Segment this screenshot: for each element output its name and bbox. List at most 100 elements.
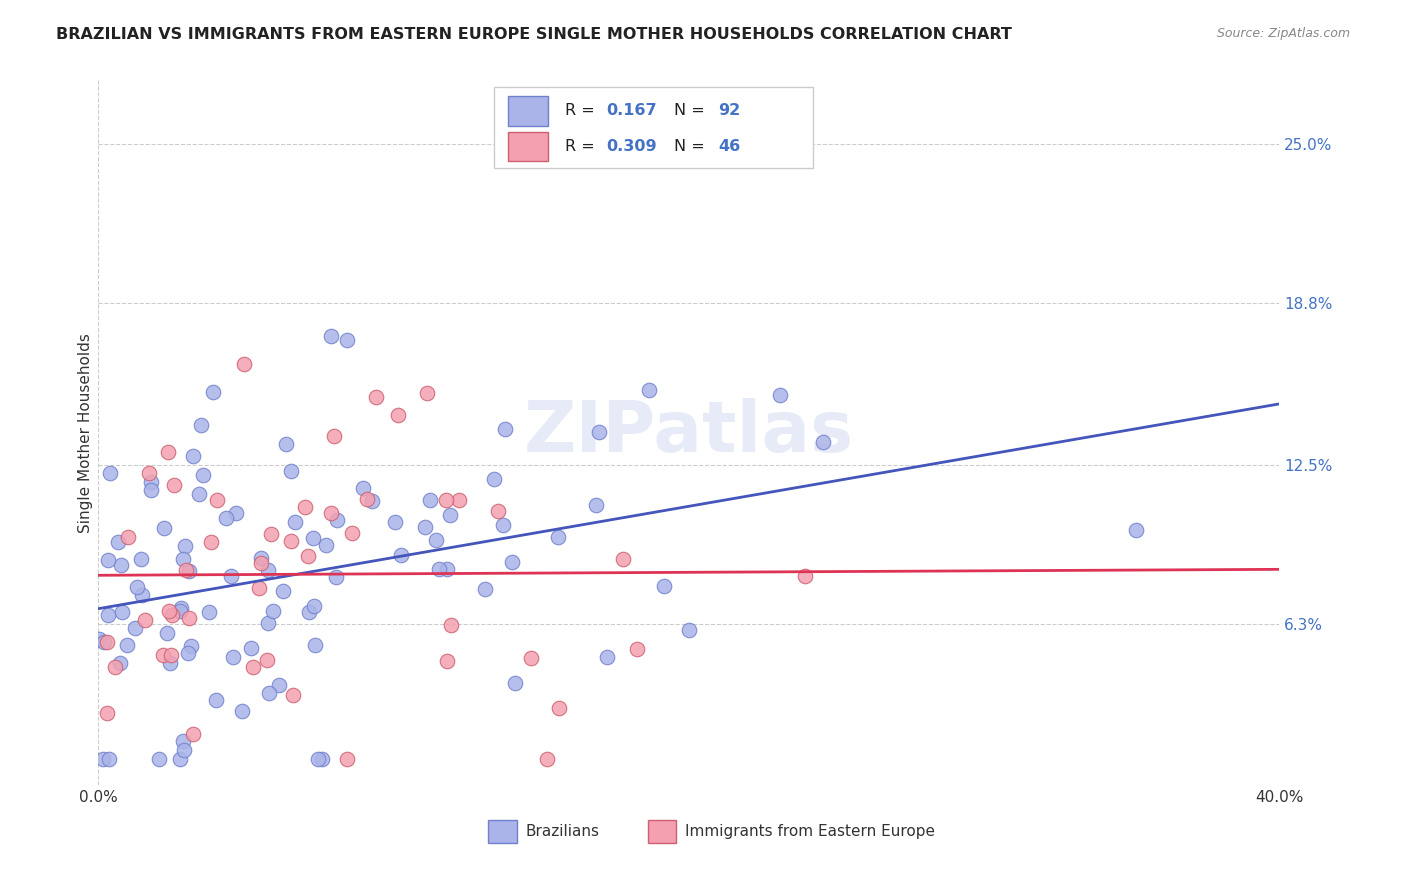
Point <box>501 555 523 569</box>
Point <box>231 704 253 718</box>
Point <box>159 656 181 670</box>
Point <box>311 752 333 766</box>
Text: R =: R = <box>565 103 600 118</box>
Point <box>233 357 256 371</box>
Point <box>280 464 302 478</box>
Point <box>198 605 221 619</box>
Point <box>449 493 471 508</box>
Text: 0.167: 0.167 <box>606 103 657 118</box>
Point <box>157 604 180 618</box>
Point <box>97 607 120 622</box>
Point <box>242 660 264 674</box>
Bar <box>648 821 676 843</box>
Point <box>262 604 284 618</box>
Point <box>110 605 132 619</box>
Point <box>503 676 526 690</box>
Point <box>201 385 224 400</box>
Point <box>626 641 648 656</box>
Point <box>811 434 834 449</box>
Bar <box>508 96 548 126</box>
Point <box>172 552 194 566</box>
Point <box>297 549 319 563</box>
Point <box>159 648 181 662</box>
Point <box>366 390 388 404</box>
Point <box>491 517 513 532</box>
Point <box>115 639 138 653</box>
Point <box>104 660 127 674</box>
Point <box>190 417 212 432</box>
Point <box>427 562 450 576</box>
Point <box>191 467 214 482</box>
Point <box>678 623 700 637</box>
Point <box>172 734 194 748</box>
Text: Immigrants from Eastern Europe: Immigrants from Eastern Europe <box>685 824 935 839</box>
Point <box>588 425 610 440</box>
Point <box>173 539 195 553</box>
Point <box>174 562 197 576</box>
Point <box>436 654 458 668</box>
Point <box>794 569 817 583</box>
Point <box>97 752 120 766</box>
Point <box>215 511 238 525</box>
Point <box>107 535 129 549</box>
Point <box>352 482 374 496</box>
Text: Source: ZipAtlas.com: Source: ZipAtlas.com <box>1216 27 1350 40</box>
Text: N =: N = <box>673 103 710 118</box>
Point <box>156 626 179 640</box>
Point <box>205 693 228 707</box>
Bar <box>488 821 516 843</box>
Point <box>356 492 378 507</box>
Point <box>585 499 607 513</box>
Point <box>416 385 439 400</box>
Point <box>547 701 569 715</box>
Point <box>474 582 496 597</box>
Point <box>302 531 325 545</box>
Point <box>170 600 193 615</box>
Point <box>138 467 160 481</box>
Point <box>181 727 204 741</box>
Point <box>494 422 516 436</box>
Point <box>219 569 242 583</box>
Point <box>250 550 273 565</box>
Point <box>96 706 118 720</box>
Point <box>280 534 302 549</box>
Text: ZIPatlas: ZIPatlas <box>524 398 853 467</box>
Point <box>267 678 290 692</box>
Point <box>274 437 297 451</box>
Point <box>96 635 118 649</box>
Point <box>177 611 200 625</box>
Point <box>486 504 509 518</box>
Point <box>336 752 359 766</box>
Text: BRAZILIAN VS IMMIGRANTS FROM EASTERN EUROPE SINGLE MOTHER HOUSEHOLDS CORRELATION: BRAZILIAN VS IMMIGRANTS FROM EASTERN EUR… <box>56 27 1012 42</box>
Point <box>319 329 342 343</box>
Point <box>134 613 156 627</box>
Point <box>180 640 202 654</box>
Point <box>326 513 349 527</box>
Point <box>110 558 132 572</box>
Point <box>129 552 152 566</box>
Point <box>413 520 436 534</box>
Point <box>769 387 792 401</box>
Point <box>181 449 204 463</box>
Point <box>152 648 174 662</box>
Point <box>321 506 343 520</box>
Point <box>110 657 132 671</box>
Point <box>425 533 447 547</box>
Point <box>131 588 153 602</box>
Point <box>440 618 463 632</box>
Point <box>325 570 347 584</box>
Text: Brazilians: Brazilians <box>526 824 600 839</box>
Point <box>139 475 162 489</box>
Point <box>256 653 278 667</box>
Point <box>519 650 541 665</box>
Point <box>315 538 337 552</box>
Point <box>419 492 441 507</box>
Point <box>302 599 325 614</box>
Point <box>222 649 245 664</box>
Point <box>162 608 184 623</box>
Text: N =: N = <box>673 139 710 154</box>
Point <box>93 635 115 649</box>
Text: R =: R = <box>565 139 600 154</box>
Point <box>153 521 176 535</box>
Point <box>162 478 184 492</box>
